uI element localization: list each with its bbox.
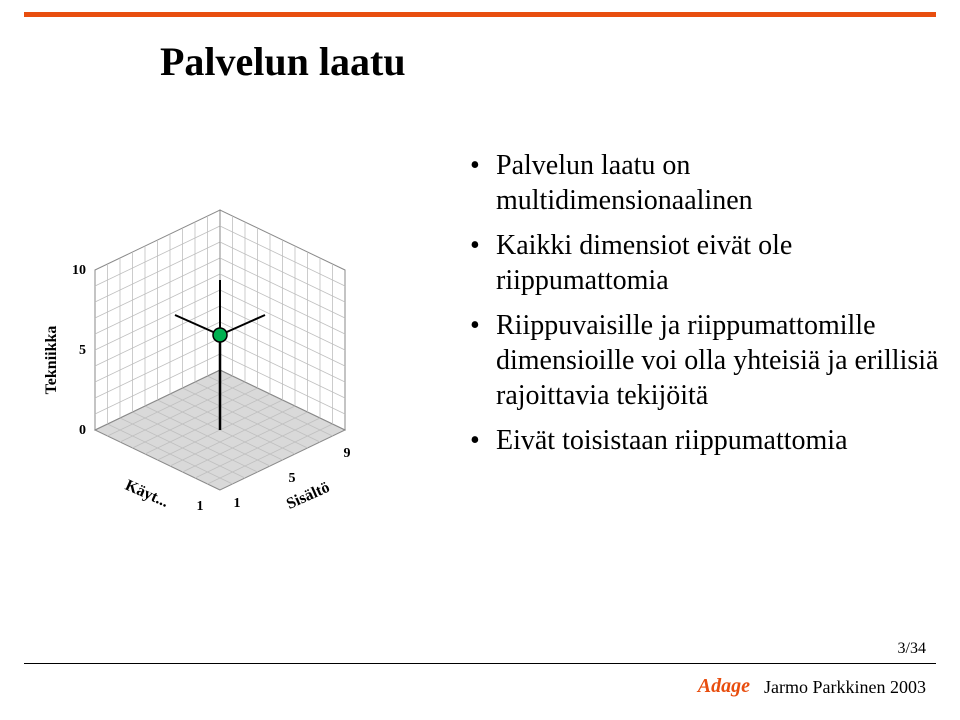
bullet-item: Riippuvaisille ja riippumattomille dimen… (470, 308, 940, 413)
footer-rule (24, 663, 936, 664)
top-accent-rule (24, 12, 936, 17)
bullet-list: Palvelun laatu on multidimensionaalinen … (470, 148, 940, 468)
svg-text:0: 0 (79, 423, 86, 438)
footer-author: Jarmo Parkkinen 2003 (764, 677, 926, 698)
svg-text:5: 5 (289, 471, 296, 486)
svg-text:1: 1 (234, 496, 241, 511)
chart-svg: 0 5 10 Tekniikka 1 Käyt... 1 5 9 Sisältö (0, 160, 450, 540)
bullet-item: Eivät toisistaan riippumattomia (470, 423, 940, 458)
svg-text:10: 10 (72, 263, 86, 278)
footer-brand: Adage (698, 675, 750, 698)
z-axis-label: Tekniikka (43, 326, 60, 395)
bullet-item: Palvelun laatu on multidimensionaalinen (470, 148, 940, 218)
z-axis-ticks: 0 5 10 (72, 263, 86, 438)
x-axis-tick: 1 (197, 499, 204, 514)
x-axis-label: Käyt... (122, 477, 171, 511)
svg-text:9: 9 (344, 446, 351, 461)
svg-text:5: 5 (79, 343, 86, 358)
chart-3d: 0 5 10 Tekniikka 1 Käyt... 1 5 9 Sisältö (0, 160, 450, 540)
page-number: 3/34 (898, 640, 926, 658)
page-title: Palvelun laatu (0, 38, 960, 85)
slide: Palvelun laatu (0, 0, 960, 720)
bullet-item: Kaikki dimensiot eivät ole riippumattomi… (470, 228, 940, 298)
